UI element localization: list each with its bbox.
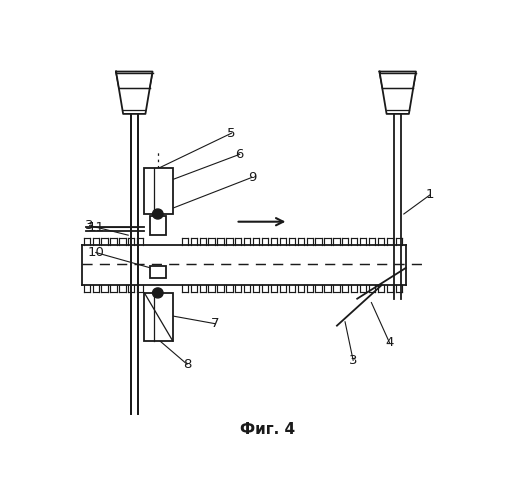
Bar (151, 266, 166, 278)
Text: 8: 8 (183, 358, 191, 370)
Text: 11: 11 (87, 221, 104, 234)
Text: 5: 5 (228, 126, 236, 140)
Text: Фиг. 4: Фиг. 4 (241, 422, 295, 437)
Bar (151, 216, 166, 235)
Bar (144, 168, 173, 214)
Text: 9: 9 (247, 171, 256, 184)
Text: 3: 3 (85, 219, 94, 232)
Text: 10: 10 (87, 246, 104, 259)
Text: 4: 4 (385, 336, 394, 349)
Circle shape (153, 209, 163, 219)
Text: 7: 7 (211, 317, 220, 330)
Circle shape (153, 288, 163, 298)
Text: 6: 6 (235, 148, 244, 161)
Text: 1: 1 (426, 188, 435, 201)
Bar (144, 293, 173, 341)
Text: 3: 3 (349, 354, 357, 367)
